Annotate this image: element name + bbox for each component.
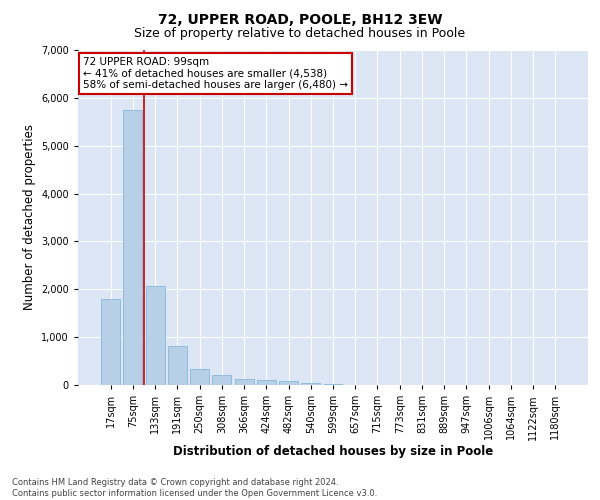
Text: 72 UPPER ROAD: 99sqm
← 41% of detached houses are smaller (4,538)
58% of semi-de: 72 UPPER ROAD: 99sqm ← 41% of detached h… — [83, 56, 348, 90]
Text: 72, UPPER ROAD, POOLE, BH12 3EW: 72, UPPER ROAD, POOLE, BH12 3EW — [158, 12, 442, 26]
Bar — [124, 110, 142, 385]
Bar — [101, 299, 120, 385]
Text: Contains HM Land Registry data © Crown copyright and database right 2024.
Contai: Contains HM Land Registry data © Crown c… — [12, 478, 377, 498]
Bar — [235, 379, 254, 385]
X-axis label: Distribution of detached houses by size in Poole: Distribution of detached houses by size … — [173, 445, 493, 458]
Bar — [190, 369, 209, 385]
Bar — [301, 382, 320, 385]
Bar — [257, 380, 276, 385]
Bar — [323, 384, 343, 385]
Bar — [212, 376, 231, 385]
Y-axis label: Number of detached properties: Number of detached properties — [23, 124, 35, 310]
Bar — [168, 346, 187, 385]
Bar — [279, 381, 298, 385]
Bar — [146, 286, 164, 385]
Text: Size of property relative to detached houses in Poole: Size of property relative to detached ho… — [134, 28, 466, 40]
